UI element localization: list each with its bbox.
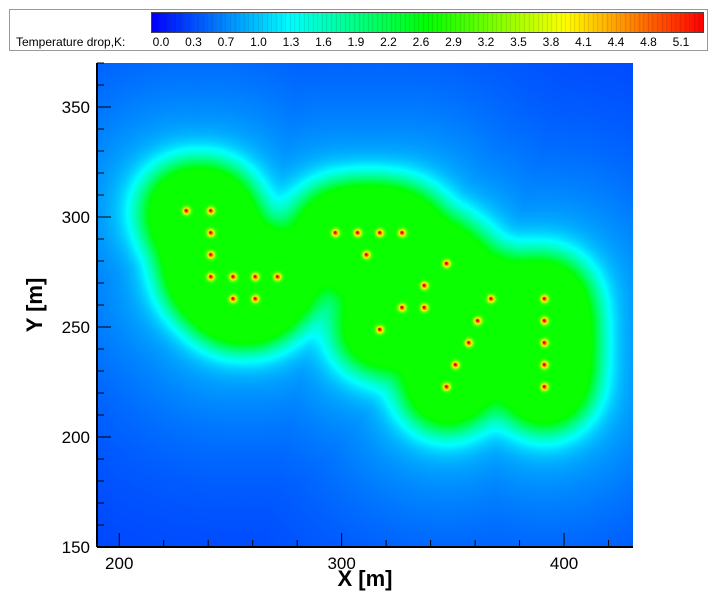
well-point bbox=[253, 297, 257, 300]
well-point bbox=[253, 275, 257, 278]
colorbar bbox=[151, 12, 704, 33]
colorbar-tick-label: 4.4 bbox=[607, 35, 625, 49]
temperature-field bbox=[97, 63, 633, 547]
x-tick-label: 200 bbox=[105, 554, 133, 573]
well-point bbox=[378, 231, 381, 234]
colorbar-tick-label: 3.2 bbox=[477, 35, 495, 49]
well-point bbox=[209, 209, 212, 212]
colorbar-title: Temperature drop,K: bbox=[16, 35, 126, 49]
y-tick-label: 200 bbox=[62, 428, 90, 447]
colorbar-tick-label: 1.3 bbox=[282, 35, 300, 49]
x-axis-title: X [m] bbox=[338, 566, 393, 591]
well-point bbox=[476, 319, 479, 322]
well-point bbox=[275, 275, 279, 278]
colorbar-tick-label: 0.3 bbox=[185, 35, 202, 49]
well-point bbox=[422, 305, 426, 309]
well-point bbox=[231, 275, 234, 278]
well-point bbox=[364, 253, 368, 256]
well-point bbox=[542, 341, 546, 344]
y-axis-title: Y [m] bbox=[22, 278, 47, 333]
well-point bbox=[542, 297, 546, 300]
well-point bbox=[355, 231, 359, 234]
well-point bbox=[400, 231, 403, 234]
well-point bbox=[489, 297, 492, 300]
colorbar-tick-label: 0.7 bbox=[217, 35, 235, 49]
y-tick-label: 300 bbox=[62, 208, 90, 227]
y-tick-label: 350 bbox=[62, 98, 90, 117]
well-point bbox=[231, 297, 234, 300]
well-point bbox=[444, 261, 448, 265]
well-point bbox=[453, 363, 457, 366]
well-point bbox=[209, 253, 212, 256]
well-point bbox=[400, 305, 403, 309]
well-point bbox=[542, 319, 546, 322]
colorbar-tick-label: 4.8 bbox=[640, 35, 657, 49]
y-tick-label: 250 bbox=[62, 318, 90, 337]
well-point bbox=[333, 231, 337, 234]
colorbar-tick-label: 1.6 bbox=[315, 35, 332, 49]
well-point bbox=[209, 275, 212, 278]
colorbar-tick-label: 4.1 bbox=[575, 35, 592, 49]
colorbar-tick-label: 3.5 bbox=[510, 35, 527, 49]
x-tick-label: 300 bbox=[327, 554, 355, 573]
y-tick-label: 150 bbox=[62, 538, 90, 557]
x-tick-label: 400 bbox=[550, 554, 578, 573]
well-point bbox=[542, 363, 546, 366]
colorbar-tick-label: 1.0 bbox=[250, 35, 267, 49]
well-point bbox=[467, 341, 470, 344]
colorbar-legend: Temperature drop,K: 0.0 0.3 0.7 1.0 1.3 1.6 1.… bbox=[9, 9, 708, 51]
colorbar-tick-label: 2.9 bbox=[445, 35, 462, 49]
colorbar-tick-label: 3.8 bbox=[542, 35, 560, 49]
colorbar-tick-label: 5.1 bbox=[672, 35, 690, 49]
colorbar-tick-label: 0.0 bbox=[152, 35, 170, 49]
well-point bbox=[444, 385, 448, 388]
well-point bbox=[422, 283, 426, 287]
colorbar-tick-label: 2.6 bbox=[412, 35, 430, 49]
well-point bbox=[378, 327, 381, 331]
colorbar-tick-label: 2.2 bbox=[380, 35, 397, 49]
well-point bbox=[542, 385, 546, 388]
well-point bbox=[209, 231, 212, 234]
well-point bbox=[184, 209, 188, 212]
colorbar-tick-label: 1.9 bbox=[347, 35, 365, 49]
